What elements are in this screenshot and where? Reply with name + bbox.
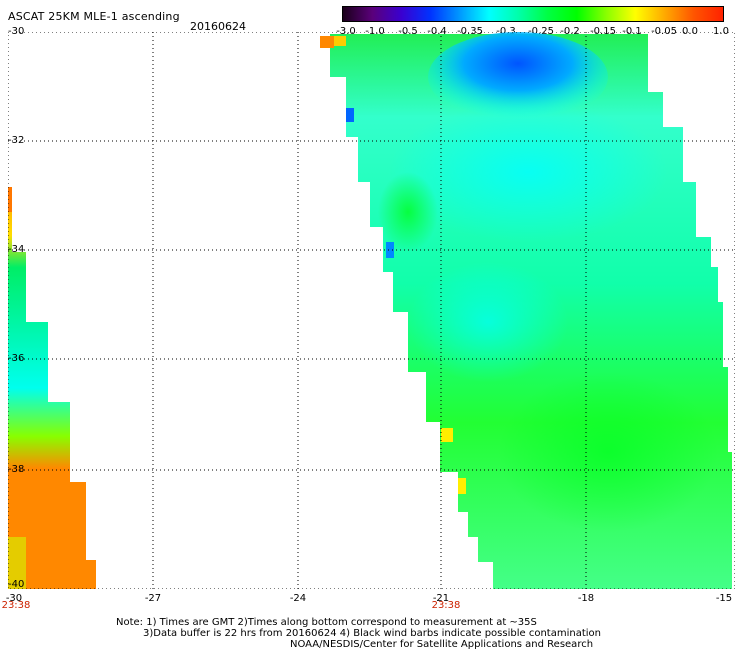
swath-top-cell [334, 36, 346, 46]
note-line: 3)Data buffer is 22 hrs from 20160624 4)… [143, 628, 601, 639]
swath-time-label: 23:38 [431, 600, 461, 611]
lon-label: -30 [5, 593, 23, 604]
colorbar-label: -0.15 [590, 26, 616, 37]
colorbar-label: -3.0 [336, 26, 356, 37]
swath-edge-cell [386, 242, 394, 258]
swath-time-label: 23:38 [1, 600, 31, 611]
lon-label: -27 [144, 593, 162, 604]
lon-label: -21 [432, 593, 450, 604]
left-swath-top-cell [8, 187, 12, 212]
graticule [8, 32, 735, 589]
lon-label: -18 [577, 593, 595, 604]
swath-top-cell [320, 36, 334, 48]
lat-label: -32 [8, 135, 25, 146]
colorbar-label: -0.35 [457, 26, 483, 37]
colorbar-label: -1.0 [365, 26, 385, 37]
cyan-region [408, 262, 568, 382]
map-plot-area [8, 32, 735, 589]
note-line: Note: 1) Times are GMT 2)Times along bot… [116, 617, 537, 628]
low-value-region [428, 32, 608, 122]
figure-title: ASCAT 25KM MLE-1 ascending [8, 10, 180, 23]
colorbar [342, 6, 724, 22]
swath-map [8, 32, 735, 589]
figure-date: 20160624 [190, 20, 246, 33]
lat-label: -30 [8, 26, 25, 37]
lat-label: -40 [8, 579, 25, 590]
colorbar-label: -0.3 [496, 26, 516, 37]
note-line: NOAA/NESDIS/Center for Satellite Applica… [290, 639, 594, 650]
lon-label: -24 [289, 593, 307, 604]
swath-edge-cell [441, 428, 453, 442]
left-swath-bottom-cells [8, 537, 26, 589]
swath-edge-cell [458, 478, 466, 494]
lat-label: -38 [8, 464, 25, 475]
green-region [498, 372, 718, 532]
lat-label: -36 [8, 353, 25, 364]
colorbar-label: -0.2 [560, 26, 580, 37]
left-swath [8, 187, 96, 589]
swath-edge-cell [346, 108, 354, 122]
green-region [378, 172, 438, 252]
colorbar-label: 0.0 [682, 26, 698, 37]
lon-label: -15 [715, 593, 733, 604]
cyan-region [388, 102, 668, 242]
lat-label: -34 [8, 244, 25, 255]
